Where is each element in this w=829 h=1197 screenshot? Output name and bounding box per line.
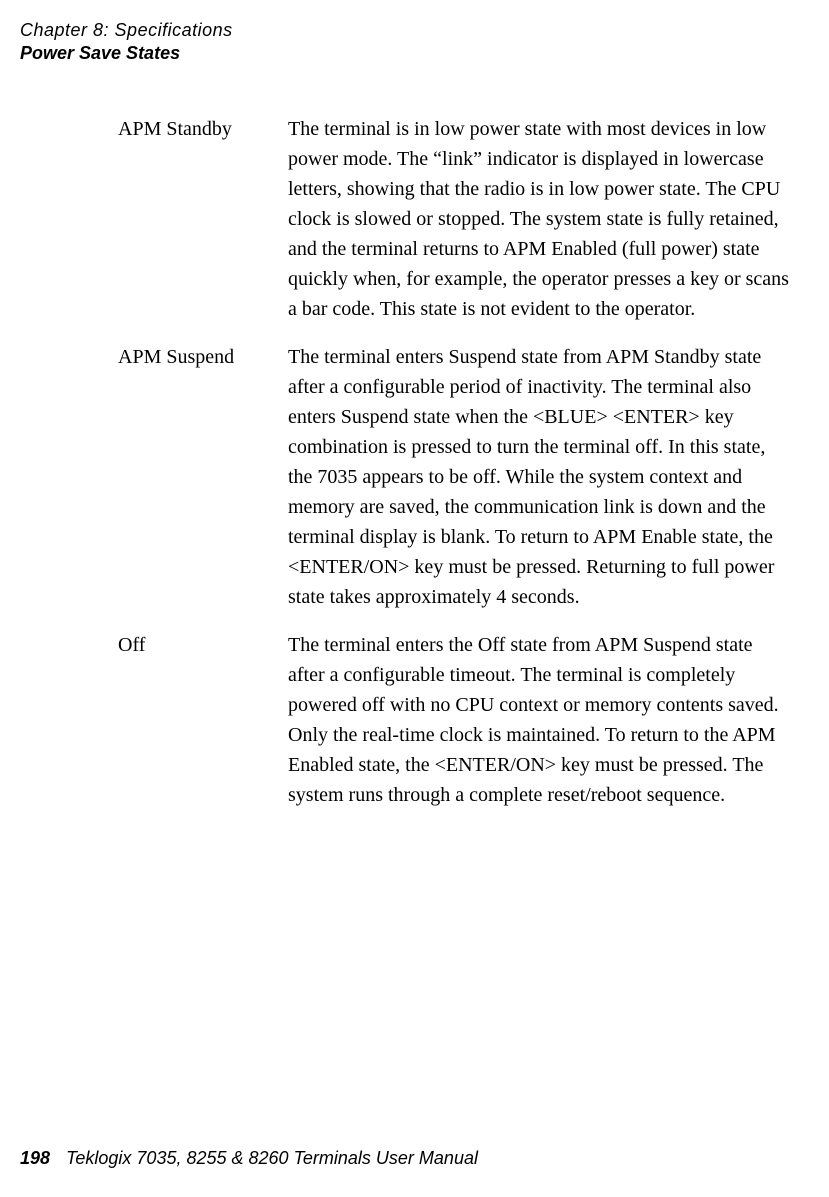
header-chapter: Chapter 8: Specifications [20,20,829,41]
term-description: The terminal enters Suspend state from A… [288,342,793,612]
term-label: Off [0,630,288,810]
definition-row: Off The terminal enters the Off state fr… [0,630,829,810]
term-description: The terminal enters the Off state from A… [288,630,793,810]
term-label: APM Standby [0,114,288,324]
definition-row: APM Suspend The terminal enters Suspend … [0,342,829,612]
page: Chapter 8: Specifications Power Save Sta… [0,0,829,1197]
header-section: Power Save States [20,43,829,64]
page-footer: 198 Teklogix 7035, 8255 & 8260 Terminals … [20,1148,478,1169]
term-label: APM Suspend [0,342,288,612]
term-description: The terminal is in low power state with … [288,114,793,324]
definition-row: APM Standby The terminal is in low power… [0,114,829,324]
footer-title: Teklogix 7035, 8255 & 8260 Terminals Use… [66,1148,478,1168]
page-number: 198 [20,1148,50,1168]
content-area: APM Standby The terminal is in low power… [0,114,829,810]
